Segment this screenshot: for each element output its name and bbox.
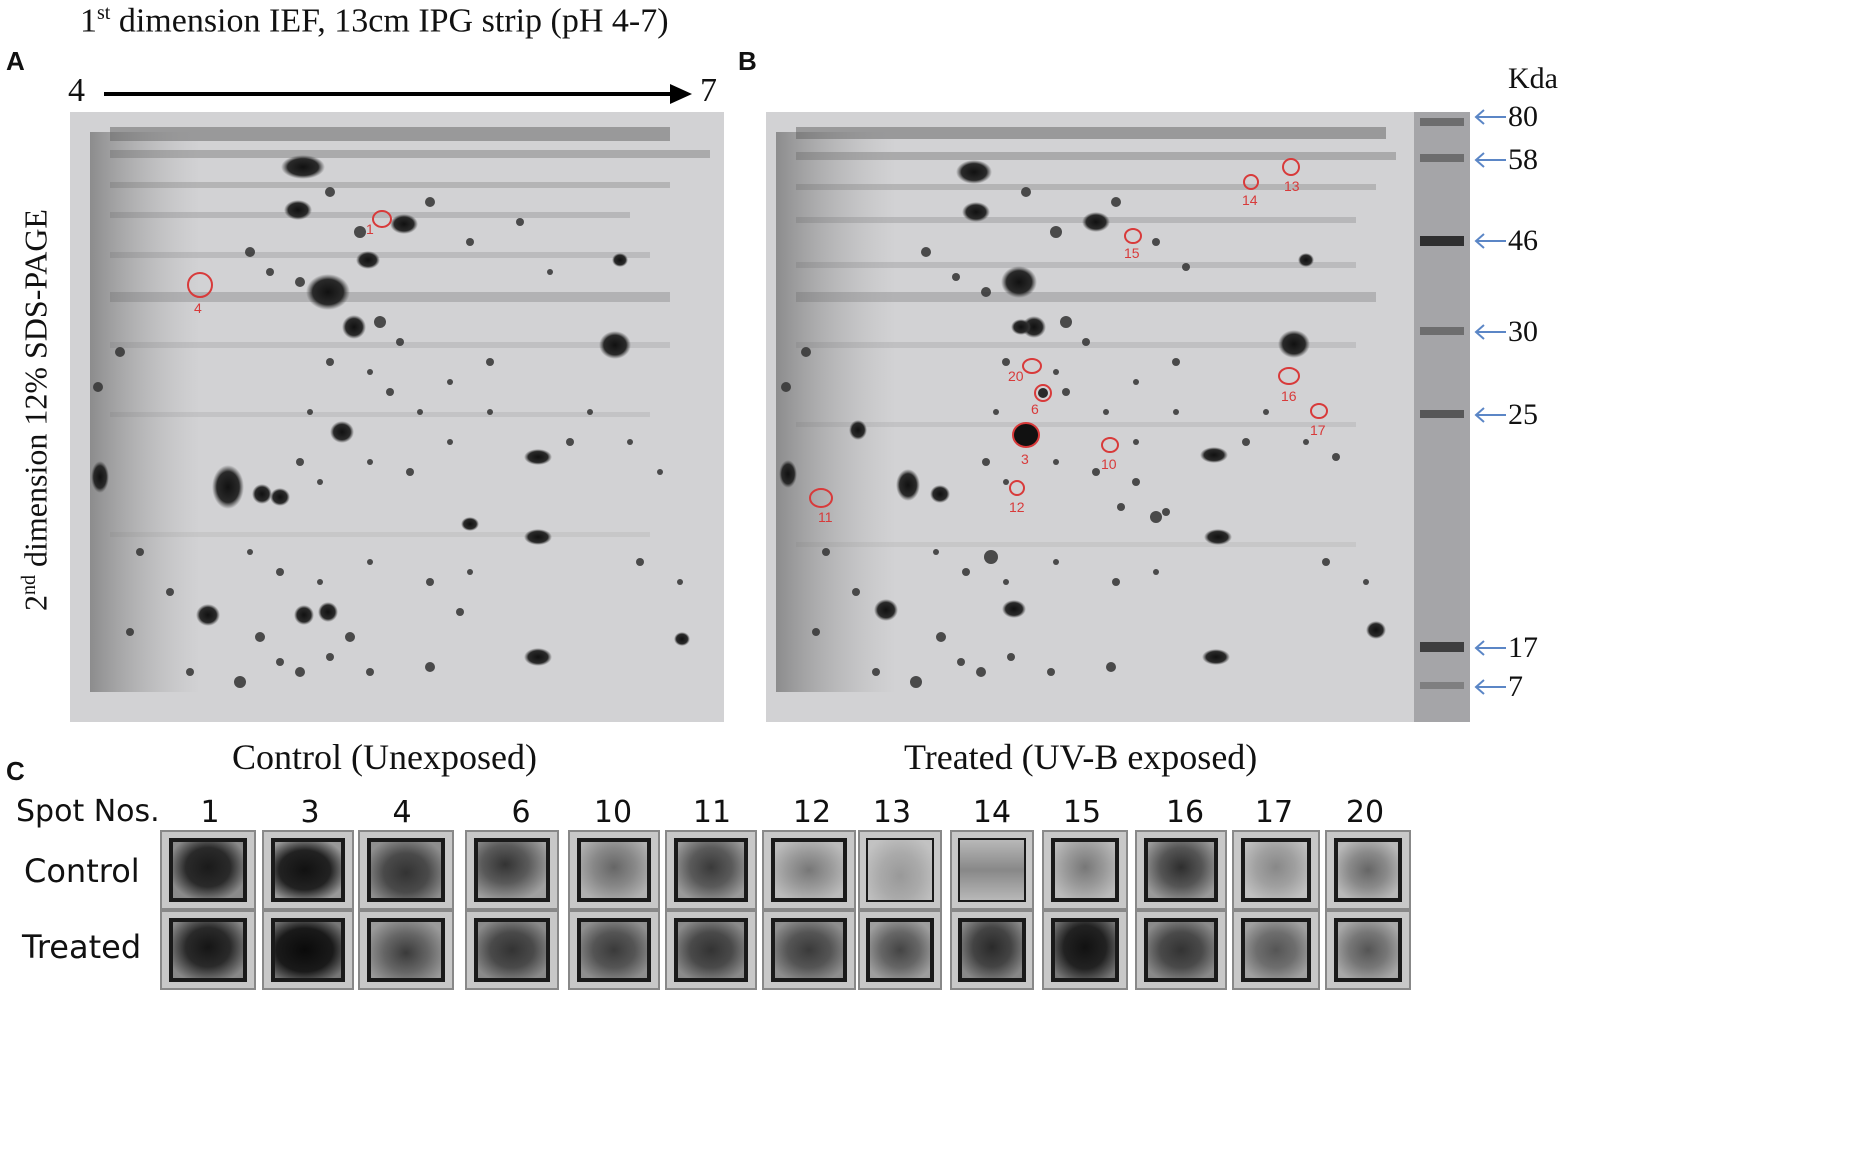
figure-title: 1st dimension IEF, 13cm IPG strip (pH 4-… xyxy=(80,2,669,40)
control-spot-tile xyxy=(465,830,559,910)
spot-number: 20 xyxy=(1345,795,1385,830)
panel-c-letter: C xyxy=(6,756,25,786)
treated-spot-tile xyxy=(1232,910,1320,990)
gel-b-spot-11-label: 11 xyxy=(818,509,833,525)
control-spot-tile xyxy=(1232,830,1320,910)
gel-image-control: 1 4 xyxy=(70,112,724,722)
spot-number: 6 xyxy=(511,795,531,830)
gel-a-spot-4-label: 4 xyxy=(194,300,202,316)
control-spot-tile xyxy=(950,830,1034,910)
gel-a-spot-1-label: 1 xyxy=(366,221,374,237)
treated-spot-tile xyxy=(358,910,454,990)
spot-number: 17 xyxy=(1254,795,1294,830)
panel-b-letter: B xyxy=(738,46,757,76)
gel-b-spot-6-label: 6 xyxy=(1031,401,1039,417)
gel-b-spot-15-label: 15 xyxy=(1124,245,1140,261)
treated-row-label: Treated xyxy=(22,928,142,966)
treated-spot-tile xyxy=(465,910,559,990)
control-spot-tile xyxy=(665,830,757,910)
spot-number: 1 xyxy=(200,795,220,830)
gel-image-treated: 13 14 15 20 6 16 17 3 10 12 11 xyxy=(766,112,1414,722)
treated-spot-tile xyxy=(262,910,354,990)
spot-number: 14 xyxy=(972,795,1012,830)
gel-b-spot-17-label: 17 xyxy=(1310,422,1326,438)
control-spot-tile xyxy=(358,830,454,910)
treated-caption: Treated (UV-B exposed) xyxy=(904,737,1258,777)
treated-spot-tile xyxy=(665,910,757,990)
left-arrow-icon xyxy=(1474,679,1506,695)
gel-b-spot-10-label: 10 xyxy=(1101,456,1117,472)
gel-b-spot-14-label: 14 xyxy=(1242,192,1258,208)
spot-number: 16 xyxy=(1165,795,1205,830)
gel-b-spot-13-label: 13 xyxy=(1284,178,1300,194)
control-caption: Control (Unexposed) xyxy=(232,737,537,777)
ph-arrow xyxy=(104,84,692,104)
treated-spot-tile xyxy=(568,910,660,990)
ladder-marker-80: 80 xyxy=(1472,100,1538,134)
spot-nos-header: Spot Nos. xyxy=(16,794,160,829)
control-row-label: Control xyxy=(24,852,140,890)
spot-number: 13 xyxy=(872,795,912,830)
gel-b-spot-12-label: 12 xyxy=(1009,499,1025,515)
treated-spot-tile xyxy=(160,910,256,990)
left-arrow-icon xyxy=(1474,233,1506,249)
treated-spot-tile xyxy=(950,910,1034,990)
control-spot-tile xyxy=(762,830,856,910)
gel-b-spot-20-label: 20 xyxy=(1008,368,1024,384)
protein-ladder-lane xyxy=(1414,112,1470,722)
ladder-marker-7: 7 xyxy=(1472,670,1523,704)
ladder-marker-17: 17 xyxy=(1472,631,1538,665)
left-arrow-icon xyxy=(1474,109,1506,125)
treated-spot-tile xyxy=(1042,910,1128,990)
control-spot-tile xyxy=(1042,830,1128,910)
ladder-marker-30: 30 xyxy=(1472,315,1538,349)
gel-b-spot-16-label: 16 xyxy=(1281,388,1297,404)
treated-spot-tile xyxy=(762,910,856,990)
gel-b-spot-3-label: 3 xyxy=(1021,451,1029,467)
ladder-unit-label: Kda xyxy=(1508,62,1558,95)
spot-number: 15 xyxy=(1062,795,1102,830)
control-spot-tile xyxy=(262,830,354,910)
treated-spot-tile xyxy=(1135,910,1227,990)
left-arrow-icon xyxy=(1474,640,1506,656)
ladder-marker-58: 58 xyxy=(1472,143,1538,177)
left-arrow-icon xyxy=(1474,152,1506,168)
panel-a-letter: A xyxy=(6,46,25,76)
left-arrow-icon xyxy=(1474,407,1506,423)
ladder-marker-46: 46 xyxy=(1472,224,1538,258)
spot-number: 4 xyxy=(392,795,412,830)
treated-spot-tile xyxy=(1325,910,1411,990)
spot-number: 10 xyxy=(593,795,633,830)
treated-spot-tile xyxy=(858,910,942,990)
control-spot-tile xyxy=(858,830,942,910)
ladder-marker-25: 25 xyxy=(1472,398,1538,432)
control-spot-tile xyxy=(160,830,256,910)
spot-number: 3 xyxy=(300,795,320,830)
left-arrow-icon xyxy=(1474,324,1506,340)
spot-number: 12 xyxy=(792,795,832,830)
control-spot-tile xyxy=(568,830,660,910)
ph-start-label: 4 xyxy=(68,72,85,109)
spot-number: 11 xyxy=(692,795,732,830)
ph-end-label: 7 xyxy=(700,72,717,109)
control-spot-tile xyxy=(1325,830,1411,910)
control-spot-tile xyxy=(1135,830,1227,910)
